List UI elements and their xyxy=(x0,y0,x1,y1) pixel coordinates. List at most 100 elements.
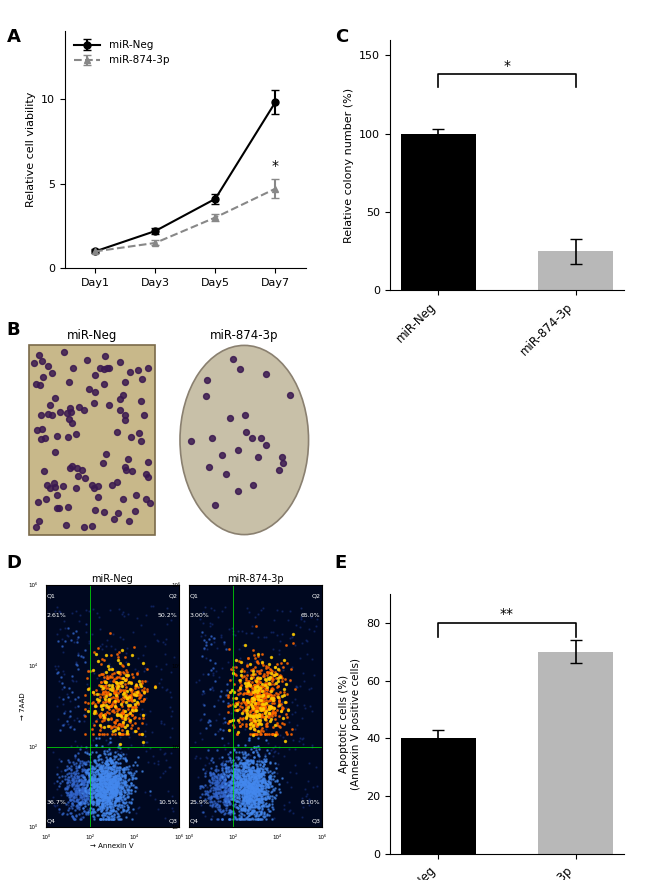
Point xyxy=(97,779,107,793)
Point xyxy=(239,744,250,759)
Point xyxy=(116,767,127,781)
Point xyxy=(233,750,244,764)
Point xyxy=(239,669,250,683)
Point xyxy=(243,774,254,788)
Text: *: * xyxy=(504,58,510,72)
Point xyxy=(100,793,110,807)
Point xyxy=(114,790,125,804)
Point xyxy=(74,783,85,797)
Point xyxy=(240,703,251,717)
Point xyxy=(240,697,251,711)
Point xyxy=(230,699,240,713)
Point xyxy=(100,795,110,809)
Point xyxy=(93,749,103,763)
Point xyxy=(116,768,127,782)
Point xyxy=(107,762,117,776)
Point xyxy=(255,713,266,727)
Point xyxy=(109,780,120,794)
Point xyxy=(97,642,107,656)
Point xyxy=(52,627,62,641)
Point xyxy=(263,673,273,687)
Point xyxy=(100,774,110,788)
Point xyxy=(88,771,98,785)
Point xyxy=(247,754,257,768)
Point xyxy=(105,800,116,814)
Point xyxy=(257,694,268,708)
Point xyxy=(104,793,114,807)
Point xyxy=(240,637,250,651)
Point xyxy=(118,671,129,686)
Point xyxy=(239,812,249,826)
Point xyxy=(79,774,89,788)
Point xyxy=(261,713,271,727)
Point xyxy=(246,691,257,705)
Point xyxy=(99,744,110,759)
Point xyxy=(233,777,244,791)
Point xyxy=(137,694,148,708)
Point xyxy=(109,672,119,686)
Point xyxy=(242,780,252,794)
Point xyxy=(240,802,250,816)
Point xyxy=(113,739,124,753)
Point xyxy=(92,772,102,786)
Point xyxy=(251,781,261,796)
Point xyxy=(121,671,131,686)
Point xyxy=(99,788,110,802)
Point xyxy=(248,767,258,781)
Point xyxy=(250,812,261,826)
Point xyxy=(266,794,277,808)
Point xyxy=(261,682,272,696)
Point xyxy=(252,654,262,668)
Point xyxy=(224,716,234,730)
Point xyxy=(237,796,248,810)
Point xyxy=(248,781,258,796)
Point xyxy=(246,671,256,685)
Point xyxy=(239,771,249,785)
Point xyxy=(109,694,120,708)
Point xyxy=(119,768,129,782)
Point xyxy=(235,812,246,826)
Point xyxy=(286,780,296,794)
Point xyxy=(274,709,285,723)
Point xyxy=(107,790,117,804)
Point xyxy=(76,774,86,788)
Point xyxy=(101,769,111,783)
Point xyxy=(125,796,136,810)
Point xyxy=(69,635,79,649)
Point xyxy=(124,715,135,729)
Point xyxy=(220,742,231,756)
Point xyxy=(108,803,118,817)
Point xyxy=(100,692,110,706)
Point xyxy=(135,694,146,708)
Point xyxy=(98,773,109,787)
Point xyxy=(240,782,251,796)
Point xyxy=(240,747,250,761)
Point xyxy=(247,776,257,790)
Point xyxy=(81,788,91,803)
Point xyxy=(233,788,243,802)
Point xyxy=(93,694,103,708)
Point xyxy=(74,788,85,803)
Point xyxy=(77,768,88,782)
Point xyxy=(246,774,256,788)
Point xyxy=(216,769,227,783)
Point xyxy=(225,812,235,826)
Point xyxy=(224,776,235,790)
Point xyxy=(62,766,73,780)
Point xyxy=(222,779,232,793)
Point xyxy=(268,728,279,742)
Point xyxy=(229,792,240,806)
Point xyxy=(118,795,128,809)
Point xyxy=(265,686,275,700)
Point xyxy=(110,786,120,800)
Point xyxy=(100,780,110,794)
Point xyxy=(102,809,112,823)
Point xyxy=(107,785,118,799)
Point xyxy=(263,660,274,674)
Point xyxy=(240,795,251,809)
Point xyxy=(249,771,259,785)
Point xyxy=(121,778,131,792)
Point xyxy=(125,707,135,721)
Point xyxy=(254,778,265,792)
Point xyxy=(73,770,83,784)
